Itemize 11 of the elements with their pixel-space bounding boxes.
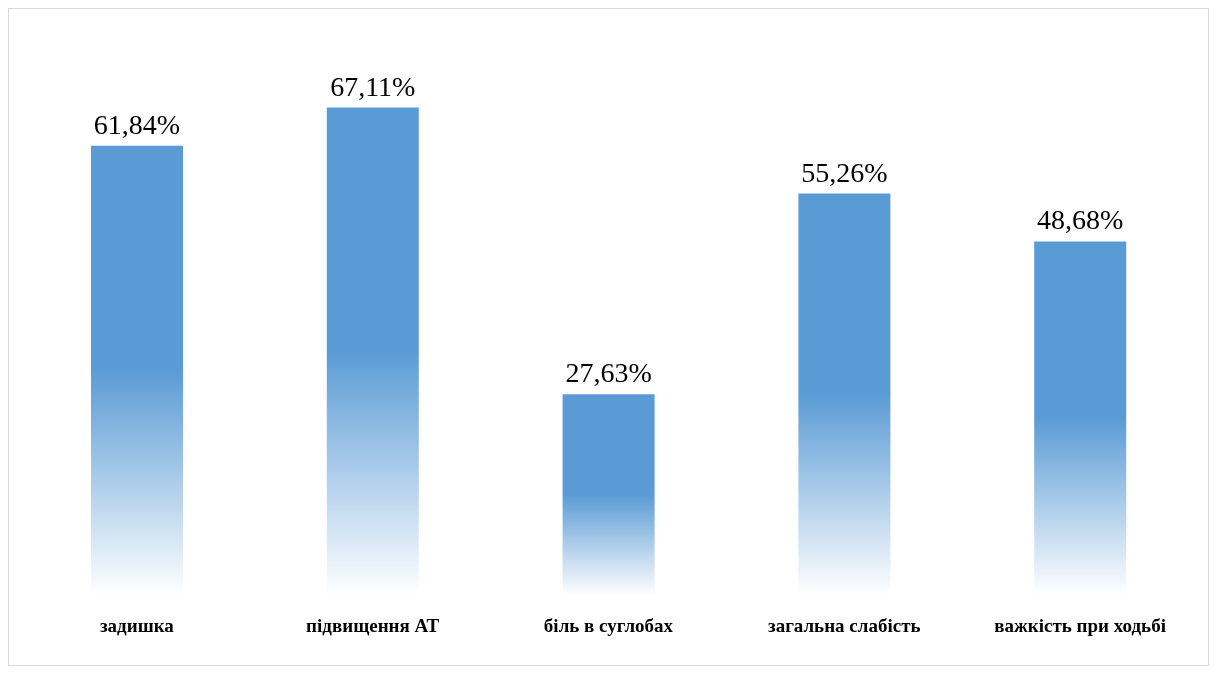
data-label: 61,84% — [93, 108, 181, 140]
data-label: 55,26% — [801, 156, 888, 188]
data-label: 67,11% — [330, 70, 416, 102]
data-label: 27,63% — [565, 357, 652, 389]
x-tick-label: важкість при ходьбі — [994, 615, 1166, 637]
x-tick-label: загальна слабість — [768, 615, 921, 637]
data-label: 48,68% — [1037, 204, 1124, 236]
x-tick-label: задишка — [99, 615, 175, 637]
bar — [562, 394, 655, 595]
x-tick-label: біль в суглобах — [543, 615, 674, 637]
x-tick-label: підвищення АТ — [306, 615, 440, 637]
